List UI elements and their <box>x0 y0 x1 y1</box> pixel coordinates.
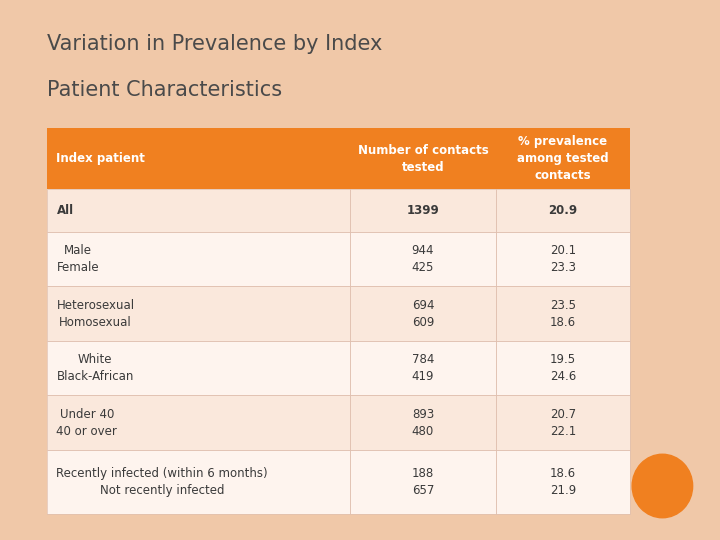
Text: 784
419: 784 419 <box>412 353 434 383</box>
FancyBboxPatch shape <box>350 286 496 341</box>
FancyBboxPatch shape <box>496 395 630 450</box>
Text: 893
480: 893 480 <box>412 408 434 437</box>
Text: 1399: 1399 <box>407 204 439 217</box>
Text: Heterosexual
Homosexual: Heterosexual Homosexual <box>56 299 135 329</box>
FancyBboxPatch shape <box>496 128 630 190</box>
FancyBboxPatch shape <box>47 190 350 232</box>
Text: Patient Characteristics: Patient Characteristics <box>47 80 282 100</box>
Text: 18.6
21.9: 18.6 21.9 <box>549 467 576 497</box>
Text: 20.9: 20.9 <box>548 204 577 217</box>
FancyBboxPatch shape <box>350 395 496 450</box>
FancyBboxPatch shape <box>47 450 350 514</box>
FancyBboxPatch shape <box>47 286 350 341</box>
Text: 188
657: 188 657 <box>412 467 434 497</box>
FancyBboxPatch shape <box>47 341 350 395</box>
Text: All: All <box>56 204 73 217</box>
Text: 694
609: 694 609 <box>412 299 434 329</box>
Text: 20.7
22.1: 20.7 22.1 <box>549 408 576 437</box>
Text: 20.1
23.3: 20.1 23.3 <box>550 244 576 274</box>
Text: Recently infected (within 6 months)
Not recently infected: Recently infected (within 6 months) Not … <box>56 467 268 497</box>
Text: 23.5
18.6: 23.5 18.6 <box>550 299 576 329</box>
FancyBboxPatch shape <box>350 128 496 190</box>
Text: White
Black-African: White Black-African <box>56 353 134 383</box>
FancyBboxPatch shape <box>47 128 350 190</box>
Text: Male
Female: Male Female <box>56 244 99 274</box>
Text: 944
425: 944 425 <box>412 244 434 274</box>
Text: % prevalence
among tested
contacts: % prevalence among tested contacts <box>517 135 608 182</box>
FancyBboxPatch shape <box>496 341 630 395</box>
Text: 19.5
24.6: 19.5 24.6 <box>549 353 576 383</box>
FancyBboxPatch shape <box>496 190 630 232</box>
FancyBboxPatch shape <box>496 286 630 341</box>
FancyBboxPatch shape <box>350 190 496 232</box>
FancyBboxPatch shape <box>47 395 350 450</box>
FancyBboxPatch shape <box>350 450 496 514</box>
Text: Variation in Prevalence by Index: Variation in Prevalence by Index <box>47 34 382 54</box>
FancyBboxPatch shape <box>350 341 496 395</box>
FancyBboxPatch shape <box>496 450 630 514</box>
FancyBboxPatch shape <box>350 232 496 286</box>
FancyBboxPatch shape <box>496 232 630 286</box>
Text: Number of contacts
tested: Number of contacts tested <box>358 144 488 174</box>
FancyBboxPatch shape <box>47 232 350 286</box>
Text: Under 40
40 or over: Under 40 40 or over <box>56 408 117 437</box>
Text: Index patient: Index patient <box>56 152 145 165</box>
Circle shape <box>632 454 693 518</box>
